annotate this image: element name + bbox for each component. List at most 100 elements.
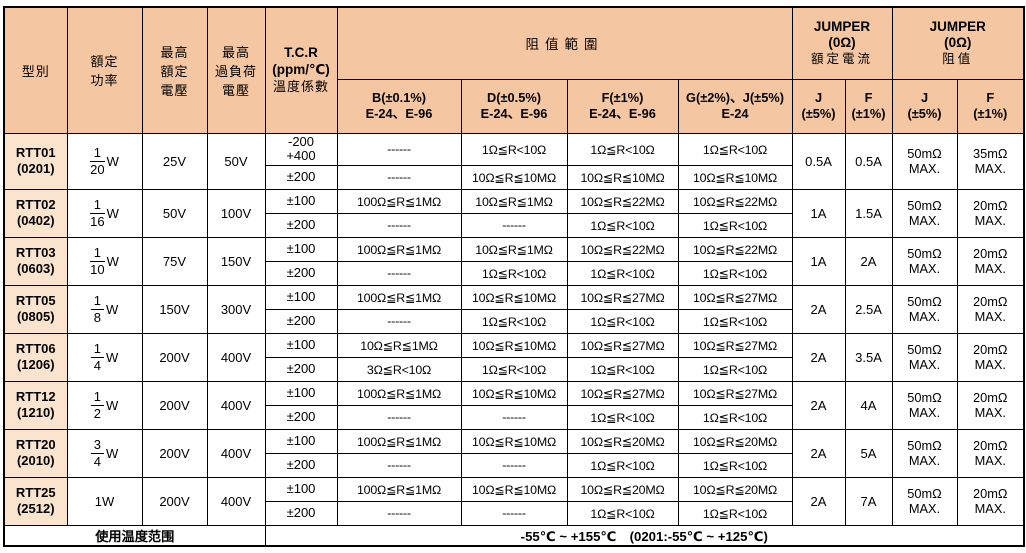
header-jumper-current: JUMPER (0Ω) 額定電流 (791, 6, 893, 80)
fraction-numerator: 3 (90, 438, 104, 454)
jumper-resistance-j-cell: 50mΩ MAX. (891, 476, 958, 526)
range-g-cell: 10Ω≦R≦22MΩ (677, 188, 793, 214)
tcr-title: T.C.R (284, 45, 318, 61)
range-d-cell: 1Ω≦R<10Ω (460, 356, 568, 382)
model-cell: RTT05 (0805) (3, 284, 68, 334)
model-cell: RTT20 (2010) (3, 428, 68, 478)
jumper-current-f-cell: 3.5A (844, 332, 893, 382)
jc-f-tol: (±1%) (851, 106, 886, 121)
range-b-cell: 3Ω≦R<10Ω (336, 356, 462, 382)
model-code: (0402) (16, 213, 55, 228)
range-d-cell: 10Ω≦R≦10MΩ (460, 476, 568, 502)
jumper-resistance-f-cell: 20mΩ MAX. (956, 428, 1025, 478)
model-cell: RTT12 (1210) (3, 380, 68, 430)
max-rated-voltage-cell: 150V (141, 284, 208, 334)
tcr-value-cell: ±100 (264, 284, 338, 310)
range-d-cell: ------ (460, 212, 568, 238)
range-g-cell: 10Ω≦R≦20MΩ (677, 476, 793, 502)
range-b-cell: 100Ω≦R≦1MΩ (336, 476, 462, 502)
max-overload-voltage-cell: 50V (206, 132, 266, 190)
tcr-value-cell: ±200 (264, 356, 338, 382)
fraction-numerator: 1 (90, 390, 104, 406)
max-rated-voltage-cell: 200V (141, 428, 208, 478)
tcr-value-cell: ±200 (264, 212, 338, 238)
range-b-cell: ------ (336, 500, 462, 526)
max-overload-voltage-cell: 400V (206, 380, 266, 430)
power-unit: W (105, 302, 119, 317)
jumper-current-f-cell: 7A (844, 476, 893, 526)
jumper-resistance-j-cell: 50mΩ MAX. (891, 132, 958, 190)
range-d-cell: ------ (460, 500, 568, 526)
range-d-cell: 10Ω≦R≦10MΩ (460, 380, 568, 406)
range-d-cell: 10Ω≦R≦1MΩ (460, 236, 568, 262)
jumper-current-f-cell: 1.5A (844, 188, 893, 238)
jumper-resistance-f-cell: 20mΩ MAX. (956, 476, 1025, 526)
model-name: RTT03 (15, 244, 56, 260)
jr-f-tol: (±1%) (973, 106, 1008, 121)
fraction-numerator: 1 (90, 294, 104, 310)
power-unit: W (105, 446, 119, 461)
range-f-cell: 1Ω≦R<10Ω (566, 212, 679, 238)
tcr-value-cell: ±200 (264, 404, 338, 430)
header-tolerance-f: F(±1%) E-24、E-96 (566, 78, 679, 134)
range-b-cell: 100Ω≦R≦1MΩ (336, 380, 462, 406)
tcr-cjk-label: 溫度係數 (272, 79, 329, 94)
range-d-cell: ------ (460, 452, 568, 478)
jumper-current-j-cell: 2A (791, 284, 846, 334)
jumper-current-title: JUMPER (813, 18, 871, 34)
fraction-denominator: 2 (93, 406, 101, 421)
max-overload-voltage-cell: 400V (206, 476, 266, 526)
range-b-cell: ------ (336, 404, 462, 430)
jumper-resistance-j-cell: 50mΩ MAX. (891, 284, 958, 334)
range-f-cell: 10Ω≦R≦27MΩ (566, 284, 679, 310)
range-f-cell: 10Ω≦R≦27MΩ (566, 332, 679, 358)
range-g-cell: 10Ω≦R≦27MΩ (677, 284, 793, 310)
range-f-cell: 1Ω≦R<10Ω (566, 356, 679, 382)
jr-j-tol: (±5%) (907, 106, 942, 121)
header-jumper-resistance: JUMPER (0Ω) 阻值 (891, 6, 1025, 80)
range-f-cell: 1Ω≦R<10Ω (566, 260, 679, 286)
header-tolerance-d: D(±0.5%) E-24、E-96 (460, 78, 568, 134)
model-code: (0603) (16, 261, 55, 276)
model-cell: RTT01 (0201) (3, 132, 68, 190)
max-rated-voltage-cell: 25V (141, 132, 208, 190)
jumper-current-ohm: (0Ω) (828, 35, 856, 51)
range-g-cell: 1Ω≦R<10Ω (677, 308, 793, 334)
tol-b-series: E-24、E-96 (365, 106, 433, 121)
jumper-current-j-cell: 2A (791, 476, 846, 526)
jr-f-label: F (986, 90, 995, 106)
range-g-cell: 1Ω≦R<10Ω (677, 356, 793, 382)
jumper-current-f-cell: 0.5A (844, 132, 893, 190)
fraction-denominator: 8 (93, 310, 101, 325)
fraction-denominator: 20 (90, 162, 105, 177)
range-g-cell: 10Ω≦R≦22MΩ (677, 236, 793, 262)
power-fraction: 1 20 W (90, 146, 119, 176)
range-b-cell: ------ (336, 452, 462, 478)
jumper-resistance-j-cell: 50mΩ MAX. (891, 380, 958, 430)
range-d-cell: ------ (460, 404, 568, 430)
power-text: 1W (94, 493, 115, 509)
range-g-cell: 10Ω≦R≦27MΩ (677, 380, 793, 406)
header-jumper-current-j: J (±5%) (791, 78, 846, 134)
range-f-cell: 1Ω≦R<10Ω (566, 500, 679, 526)
header-resistance-range: 阻值範圍 (336, 6, 793, 80)
jumper-current-f-cell: 5A (844, 428, 893, 478)
jc-j-label: J (814, 90, 823, 106)
tol-f-series: E-24、E-96 (589, 106, 656, 121)
range-d-cell: 10Ω≦R≦10MΩ (460, 284, 568, 310)
power-fraction: 1 10 W (90, 246, 119, 276)
range-g-cell: 1Ω≦R<10Ω (677, 500, 793, 526)
header-tolerance-b: B(±0.1%) E-24、E-96 (336, 78, 462, 134)
range-g-cell: 1Ω≦R<10Ω (677, 404, 793, 430)
model-code: (0201) (16, 161, 55, 176)
jumper-current-f-cell: 2.5A (844, 284, 893, 334)
power-cell: 1 20 W (66, 132, 143, 190)
range-f-cell: 1Ω≦R<10Ω (566, 404, 679, 430)
max-rated-voltage-cell: 200V (141, 476, 208, 526)
jumper-resistance-j-cell: 50mΩ MAX. (891, 428, 958, 478)
jumper-resistance-cjk-label: 阻值 (942, 52, 974, 67)
jumper-resistance-f-cell: 20mΩ MAX. (956, 380, 1025, 430)
